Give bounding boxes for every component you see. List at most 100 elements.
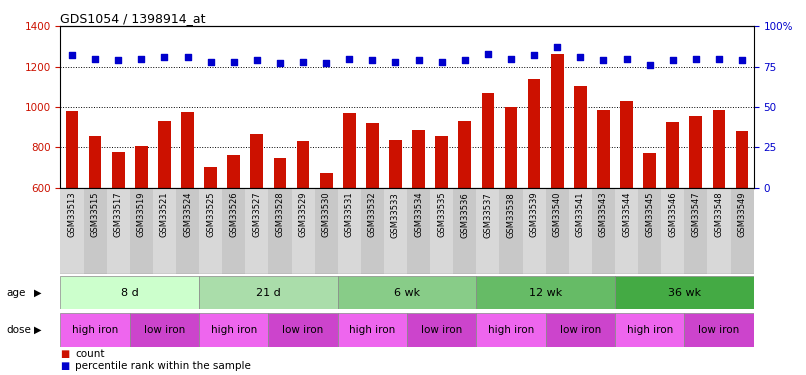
- Bar: [89, 136, 102, 188]
- Text: GSM33513: GSM33513: [68, 192, 77, 237]
- Bar: [338, 276, 476, 309]
- Bar: [620, 101, 633, 188]
- Bar: [366, 123, 379, 188]
- Bar: [343, 113, 355, 188]
- Point: [273, 60, 286, 66]
- Bar: [528, 79, 541, 188]
- Text: GSM33549: GSM33549: [737, 192, 746, 237]
- Text: 12 wk: 12 wk: [529, 288, 563, 297]
- Bar: [546, 313, 615, 347]
- Point: [550, 44, 563, 50]
- Text: GSM33540: GSM33540: [553, 192, 562, 237]
- Bar: [135, 146, 147, 188]
- Bar: [153, 188, 176, 274]
- Text: GSM33539: GSM33539: [530, 192, 538, 237]
- Text: GSM33521: GSM33521: [160, 192, 169, 237]
- Bar: [615, 313, 684, 347]
- Text: GSM33534: GSM33534: [414, 192, 423, 237]
- Text: GSM33545: GSM33545: [645, 192, 654, 237]
- Point: [597, 57, 610, 63]
- Text: GSM33536: GSM33536: [460, 192, 469, 238]
- Point: [112, 57, 125, 63]
- Bar: [476, 313, 546, 347]
- Bar: [684, 188, 708, 274]
- Bar: [667, 122, 679, 188]
- Text: GSM33544: GSM33544: [622, 192, 631, 237]
- Text: 36 wk: 36 wk: [667, 288, 701, 297]
- Bar: [476, 276, 615, 309]
- Point: [251, 57, 264, 63]
- Bar: [481, 93, 494, 188]
- Text: GSM33538: GSM33538: [506, 192, 516, 238]
- Bar: [227, 155, 240, 188]
- Bar: [661, 188, 684, 274]
- Point: [689, 56, 702, 62]
- Text: low iron: low iron: [559, 325, 601, 335]
- Bar: [522, 188, 546, 274]
- Bar: [338, 188, 361, 274]
- Bar: [60, 188, 84, 274]
- Bar: [615, 276, 754, 309]
- Point: [643, 62, 656, 68]
- Bar: [736, 131, 749, 188]
- Text: GSM33547: GSM33547: [692, 192, 700, 237]
- Text: high iron: high iron: [488, 325, 534, 335]
- Text: high iron: high iron: [210, 325, 257, 335]
- Bar: [297, 141, 310, 188]
- Text: high iron: high iron: [72, 325, 118, 335]
- Point: [297, 59, 310, 65]
- Bar: [708, 188, 730, 274]
- Bar: [222, 188, 245, 274]
- Bar: [730, 188, 754, 274]
- Text: GSM33528: GSM33528: [276, 192, 285, 237]
- Point: [713, 56, 725, 62]
- Bar: [476, 188, 500, 274]
- Text: GSM33546: GSM33546: [668, 192, 677, 237]
- Point: [158, 54, 171, 60]
- Text: percentile rank within the sample: percentile rank within the sample: [75, 361, 251, 370]
- Text: GSM33515: GSM33515: [90, 192, 100, 237]
- Point: [736, 57, 749, 63]
- Text: dose: dose: [6, 325, 31, 335]
- Text: GSM33529: GSM33529: [298, 192, 308, 237]
- Text: GSM33517: GSM33517: [114, 192, 123, 237]
- Bar: [574, 86, 587, 188]
- Text: GSM33527: GSM33527: [252, 192, 261, 237]
- Text: high iron: high iron: [349, 325, 396, 335]
- Bar: [435, 136, 448, 188]
- Text: GSM33519: GSM33519: [137, 192, 146, 237]
- Bar: [430, 188, 453, 274]
- Bar: [643, 153, 656, 188]
- Bar: [268, 313, 338, 347]
- Bar: [65, 111, 78, 188]
- Bar: [689, 116, 702, 188]
- Point: [435, 59, 448, 65]
- Point: [89, 56, 102, 62]
- Text: GDS1054 / 1398914_at: GDS1054 / 1398914_at: [60, 12, 206, 25]
- Bar: [569, 188, 592, 274]
- Bar: [713, 110, 725, 188]
- Text: ■: ■: [60, 350, 69, 359]
- Text: GSM33526: GSM33526: [229, 192, 239, 237]
- Bar: [314, 188, 338, 274]
- Bar: [245, 188, 268, 274]
- Text: ▶: ▶: [34, 288, 41, 297]
- Bar: [130, 188, 153, 274]
- Text: low iron: low iron: [143, 325, 185, 335]
- Text: low iron: low iron: [421, 325, 463, 335]
- Bar: [615, 188, 638, 274]
- Text: 6 wk: 6 wk: [394, 288, 420, 297]
- Bar: [361, 188, 384, 274]
- Text: GSM33548: GSM33548: [714, 192, 724, 237]
- Bar: [251, 134, 264, 188]
- Bar: [407, 188, 430, 274]
- Point: [135, 56, 147, 62]
- Bar: [273, 158, 286, 188]
- Bar: [199, 313, 268, 347]
- Point: [389, 59, 402, 65]
- Text: GSM33525: GSM33525: [206, 192, 215, 237]
- Text: high iron: high iron: [626, 325, 673, 335]
- Text: ▶: ▶: [34, 325, 41, 335]
- Bar: [592, 188, 615, 274]
- Bar: [199, 276, 338, 309]
